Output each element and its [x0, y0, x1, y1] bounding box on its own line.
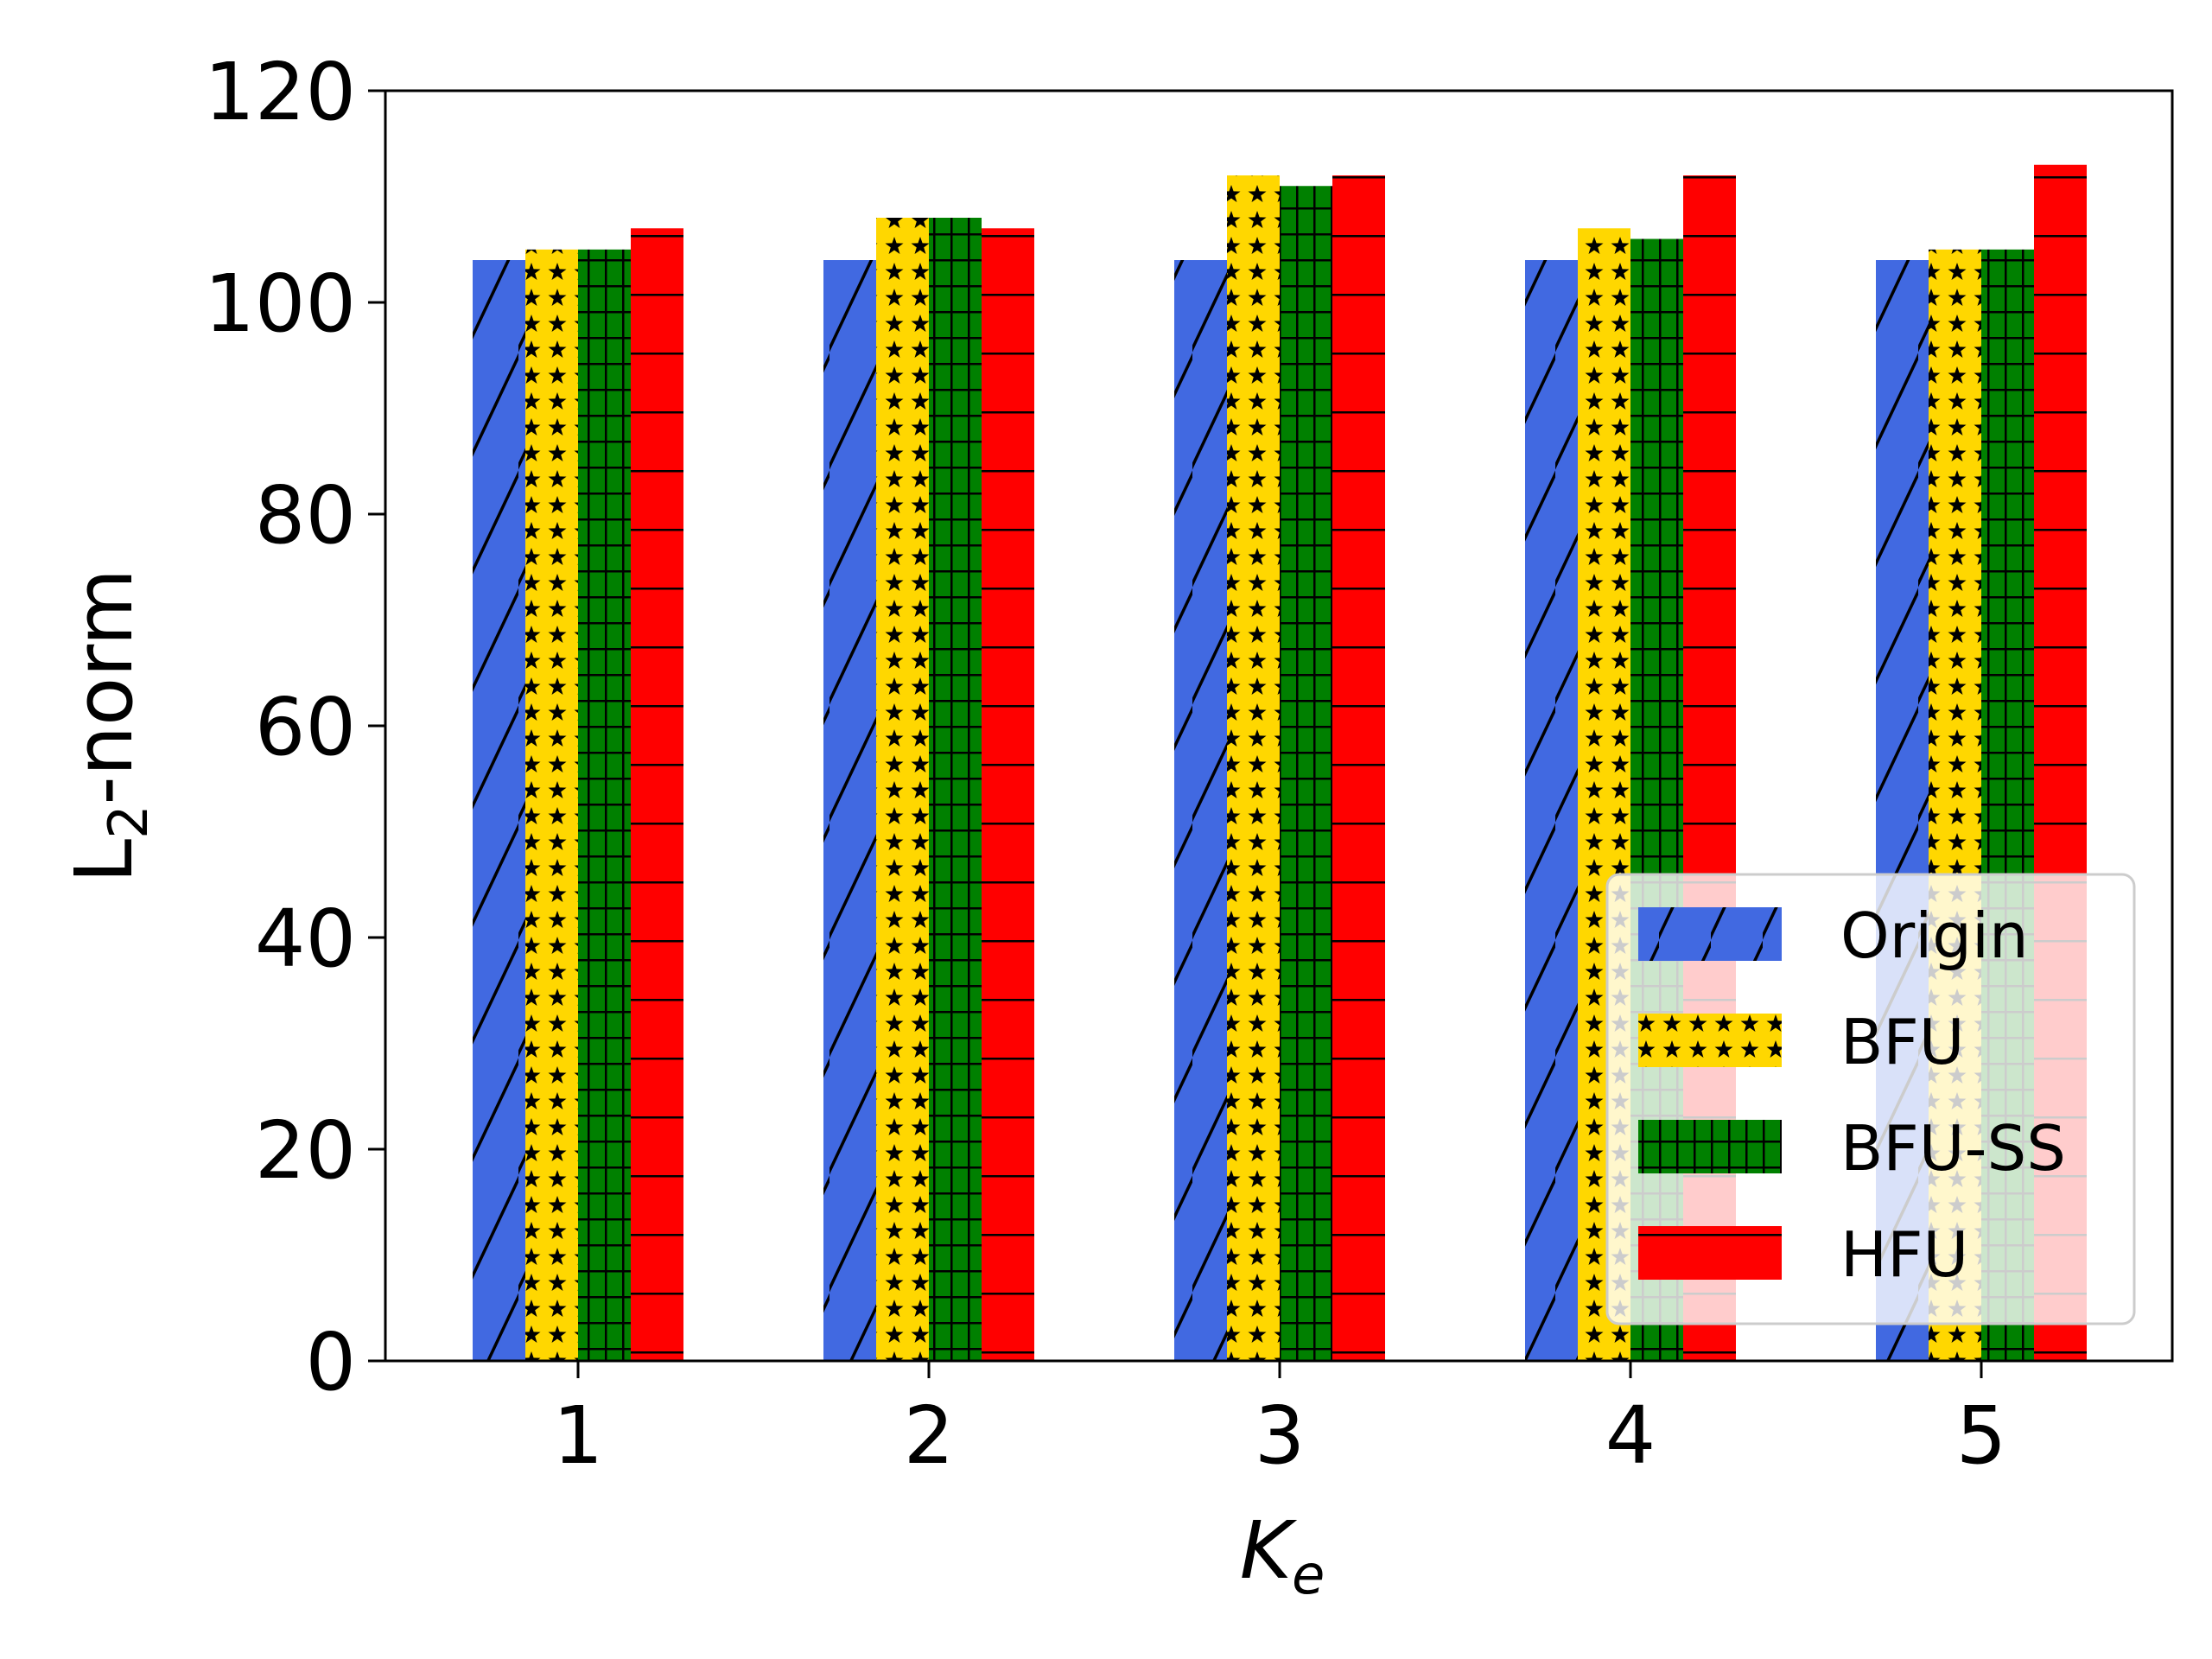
bar-bfu-3: [1227, 175, 1280, 1361]
legend-swatch-bfu: [1638, 1014, 1782, 1067]
legend-label-bfu-ss: BFU-SS: [1840, 1112, 2066, 1185]
legend-box: [1605, 873, 2136, 1325]
x-tick-label: 4: [1605, 1389, 1656, 1482]
bar-hfu-1: [631, 228, 683, 1361]
x-tick-label: 2: [904, 1389, 955, 1482]
bar-origin-2: [823, 260, 876, 1361]
legend: Origin BFU BFU-SS HFU: [1605, 873, 2136, 1325]
bar-bfu-1: [525, 249, 578, 1361]
bar-origin-3: [1174, 260, 1227, 1361]
legend-label-hfu: HFU: [1840, 1218, 1968, 1291]
x-tick-label: 5: [1956, 1389, 2007, 1482]
legend-label-origin: Origin: [1840, 899, 2029, 972]
bar-bfu-2: [876, 218, 929, 1361]
x-tick-label: 1: [553, 1389, 604, 1482]
y-tick-label: 100: [204, 257, 356, 350]
legend-swatch-hfu: [1638, 1226, 1782, 1280]
bar-origin-1: [473, 260, 525, 1361]
bar-hfu-3: [1332, 175, 1385, 1361]
bar-origin-4: [1525, 260, 1578, 1361]
x-tick-label: 3: [1255, 1389, 1306, 1482]
y-axis-label: L2-norm: [58, 569, 160, 883]
y-tick-label: 40: [255, 893, 356, 985]
bar-hfu-2: [982, 228, 1034, 1361]
y-tick-label: 20: [255, 1104, 356, 1197]
x-axis-label: Ke: [1240, 1504, 1325, 1606]
y-tick-label: 0: [305, 1316, 356, 1408]
bar-bfu-ss-3: [1280, 186, 1332, 1361]
legend-swatch-origin: [1638, 907, 1782, 961]
bar-bfu-ss-2: [929, 218, 982, 1361]
axes: 0 20 40 60 80 100 120 1 2 3 4 5: [204, 46, 2174, 1482]
y-tick-label: 60: [255, 681, 356, 773]
legend-label-bfu: BFU: [1840, 1006, 1965, 1078]
y-tick-label: 120: [204, 46, 356, 138]
bar-bfu-ss-1: [578, 249, 631, 1361]
legend-swatch-bfu-ss: [1638, 1120, 1782, 1173]
y-tick-label: 80: [255, 469, 356, 562]
